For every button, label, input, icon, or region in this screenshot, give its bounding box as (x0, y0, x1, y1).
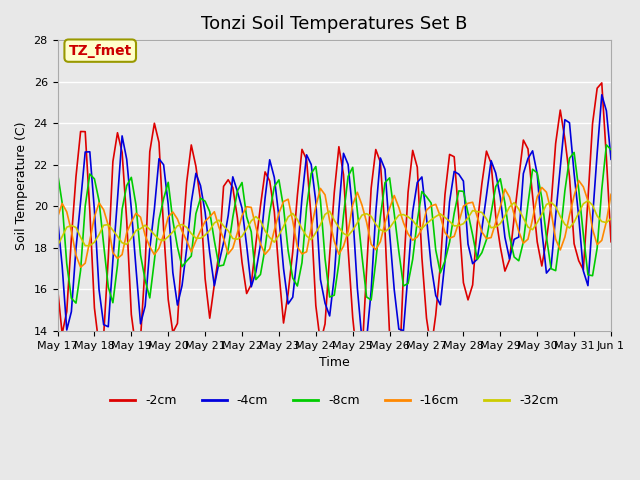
-32cm (607, 216, 615, 221)
-8cm (607, 147, 615, 153)
-8cm (114, 263, 122, 268)
-32cm (289, 211, 296, 216)
-4cm (404, 270, 412, 276)
X-axis label: Time: Time (319, 356, 349, 369)
-2cm (109, 159, 116, 165)
-16cm (579, 184, 587, 190)
-2cm (54, 285, 61, 290)
-16cm (54, 215, 61, 220)
-4cm (598, 92, 605, 97)
-2cm (183, 180, 191, 185)
-32cm (109, 228, 116, 233)
-16cm (607, 192, 615, 197)
-4cm (607, 156, 615, 162)
-2cm (598, 80, 605, 86)
-8cm (188, 253, 195, 259)
-16cm (188, 249, 195, 255)
-4cm (363, 337, 371, 343)
Line: -8cm: -8cm (58, 145, 611, 303)
-16cm (294, 244, 301, 250)
-2cm (575, 258, 582, 264)
Line: -4cm: -4cm (58, 95, 611, 340)
Text: TZ_fmet: TZ_fmet (68, 44, 132, 58)
-32cm (570, 219, 578, 225)
-8cm (602, 142, 610, 148)
-4cm (109, 257, 116, 263)
-8cm (72, 300, 80, 306)
-8cm (575, 186, 582, 192)
-8cm (294, 283, 301, 289)
-4cm (289, 294, 296, 300)
-32cm (54, 243, 61, 249)
-16cm (575, 178, 582, 183)
-4cm (54, 216, 61, 221)
-2cm (607, 239, 615, 245)
-8cm (432, 247, 440, 253)
-32cm (428, 217, 435, 223)
-2cm (404, 190, 412, 195)
Title: Tonzi Soil Temperatures Set B: Tonzi Soil Temperatures Set B (201, 15, 467, 33)
-16cm (77, 264, 84, 270)
-32cm (584, 198, 592, 204)
-4cm (432, 293, 440, 299)
Line: -2cm: -2cm (58, 83, 611, 384)
-2cm (432, 312, 440, 318)
Line: -16cm: -16cm (58, 180, 611, 267)
-32cm (399, 212, 407, 217)
Line: -32cm: -32cm (58, 201, 611, 246)
Y-axis label: Soil Temperature (C): Soil Temperature (C) (15, 121, 28, 250)
-32cm (183, 225, 191, 230)
-4cm (575, 214, 582, 219)
-2cm (289, 249, 296, 254)
-16cm (114, 255, 122, 261)
-16cm (404, 231, 412, 237)
-16cm (432, 202, 440, 207)
-8cm (54, 170, 61, 176)
-4cm (183, 246, 191, 252)
-2cm (395, 381, 403, 386)
Legend: -2cm, -4cm, -8cm, -16cm, -32cm: -2cm, -4cm, -8cm, -16cm, -32cm (105, 389, 563, 412)
-8cm (404, 281, 412, 287)
